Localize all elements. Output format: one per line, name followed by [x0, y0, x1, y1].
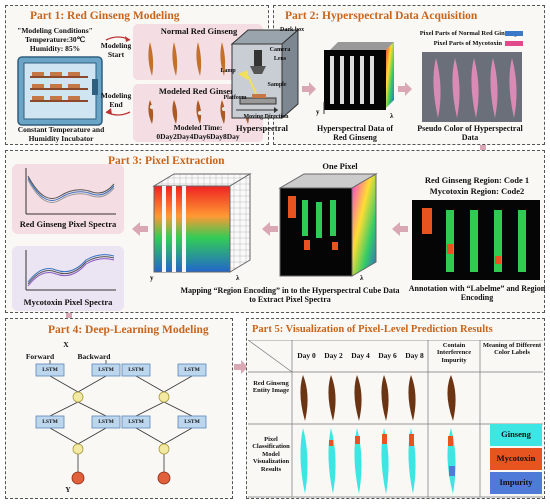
part2-title: Part 2: Hyperspectral Data Acquisition	[285, 10, 478, 22]
modeling-end-label: Modeling End	[100, 91, 132, 109]
arrow-cube-to-pseudo	[398, 82, 412, 96]
row-entity-label: Red Ginseng Entity Image	[252, 380, 290, 395]
lstm-label-5: LSTM	[128, 367, 144, 373]
sample-label: Sample	[267, 82, 287, 88]
svg-text:y: y	[150, 274, 154, 282]
part4-panel	[5, 318, 233, 499]
lstm-label-1: LSTM	[42, 367, 58, 373]
part5-title: Part 5: Visualization of Pixel-Level Pre…	[252, 324, 493, 335]
entity-images	[300, 375, 456, 421]
lstm-label-6: LSTM	[184, 367, 200, 373]
arrow-annotation-to-cube	[392, 222, 408, 236]
modeled-time-label: Modeled Time:	[173, 123, 223, 132]
lstm-label-4: LSTM	[98, 419, 114, 425]
humidity-label: Humidity: 85%	[29, 44, 81, 53]
legend-ginseng	[490, 424, 542, 446]
day-0-header: Day 0	[297, 351, 316, 360]
lstm-label-8: LSTM	[184, 419, 200, 425]
modeling-conditions-title: "Modeling Conditions"	[17, 26, 93, 35]
modeled-days-label: 0Day2Day4Day6Day8Day	[156, 132, 240, 141]
code1-label: Red Ginseng Region: Code 1	[424, 175, 530, 185]
pseudo-color-label: Pseudo Color of Hyperspectral Data	[417, 124, 523, 143]
code2-label: Mycotoxin Region: Code2	[429, 186, 525, 196]
mapping-label: Mapping “Region Encoding” in to the Hype…	[180, 286, 400, 305]
rg-spectra-label: Red Ginseng Pixel Spectra	[19, 219, 117, 229]
extraction-cube: λ y	[150, 173, 252, 282]
part1-title: Part 1: Red Ginseng Modeling	[30, 10, 180, 22]
rg-spectra-box	[12, 164, 124, 234]
arrow-cube-to-spectra	[132, 222, 148, 236]
hsi-data-label: Hyperspectral Data of Red Ginseng	[317, 124, 393, 143]
myco-spectra-label: Mycotoxin Pixel Spectra	[23, 297, 113, 307]
lstm-label-2: LSTM	[98, 367, 114, 373]
dark-box-label: Dark box	[280, 27, 305, 33]
legend-impurity	[490, 472, 542, 494]
incubator-label: Constant Temperature and Humidity Incuba…	[17, 125, 105, 143]
day-2-header: Day 2	[324, 351, 343, 360]
lstm-label-7: LSTM	[128, 419, 144, 425]
hyperspectral-imager	[230, 28, 300, 120]
hyperspectral-data-cube: y λ	[316, 42, 394, 120]
part3-title: Part 3: Pixel Extraction	[108, 155, 225, 167]
platform-label: Platform	[223, 95, 247, 101]
day-6-header: Day 6	[378, 351, 397, 360]
legend-mycotoxin-label: Mycotoxin	[496, 453, 536, 463]
svg-text:λ: λ	[236, 274, 240, 282]
hyperspectral-label: Hyperspectral	[236, 123, 288, 133]
svg-text:λ: λ	[390, 112, 394, 120]
lamp-label: Lamp	[220, 68, 236, 74]
bilstm-network	[35, 360, 207, 485]
arrow-right-to-cube	[262, 222, 278, 236]
lstm-label-3: LSTM	[42, 419, 58, 425]
part1-arrows	[105, 36, 131, 116]
pixel-normal-label: Pixel Parts of Normal Red Ginseng	[419, 30, 517, 37]
one-pixel-label: One Pixel	[322, 161, 358, 171]
day-4-header: Day 4	[351, 351, 370, 360]
y-label: Y	[65, 485, 71, 494]
x-label: X	[63, 340, 69, 349]
encoded-cube: λ	[278, 173, 378, 280]
day-8-header: Day 8	[405, 351, 424, 360]
legend-impurity-label: Impurity	[499, 477, 533, 487]
pixel-myco-label: Pixel Parts of Mycotoxin	[433, 40, 502, 47]
contain-impurity-header: Contain Interference Impurity	[436, 342, 472, 364]
rg-spectra-plot	[25, 168, 116, 215]
temperature-label: Temperature:30℃	[24, 35, 86, 44]
arrow-part4-to-part5	[234, 360, 248, 374]
pseudo-color-image	[422, 52, 522, 122]
results-table-grid	[248, 340, 543, 498]
arrow-imager-to-cube	[302, 82, 316, 96]
modeling-start-label: Modeling Start	[100, 41, 132, 59]
myco-spectra-plot	[25, 250, 116, 291]
backward-label: Backward	[77, 352, 111, 361]
camera-label: Camera	[269, 47, 291, 53]
legend-mycotoxin	[490, 448, 542, 470]
modeled-red-ginseng-label: Modeled Red Ginseng	[158, 86, 240, 96]
lens-label: Lens	[273, 56, 287, 62]
annotation-label: Annotation with “Labelme” and Region Enc…	[408, 284, 546, 303]
forward-label: Forward	[25, 352, 55, 361]
svg-text:y: y	[316, 108, 320, 116]
meaning-header: Meaning of Different Color Labels	[482, 342, 542, 357]
normal-red-ginseng-label: Normal Red Ginseng	[160, 26, 238, 36]
visualization-images	[300, 428, 456, 494]
pixel-legend-swatches	[505, 31, 523, 46]
moving-direction-label: Moving Direction	[243, 114, 289, 120]
legend-ginseng-label: Ginseng	[501, 429, 531, 439]
svg-text:λ: λ	[360, 274, 364, 280]
part4-title: Part 4: Deep-Learning Modeling	[48, 324, 209, 336]
row-visualization-label: Pixel Classification Model Visualization…	[252, 436, 290, 473]
labelme-annotation-image	[412, 200, 540, 280]
incubator-illustration	[17, 56, 103, 126]
